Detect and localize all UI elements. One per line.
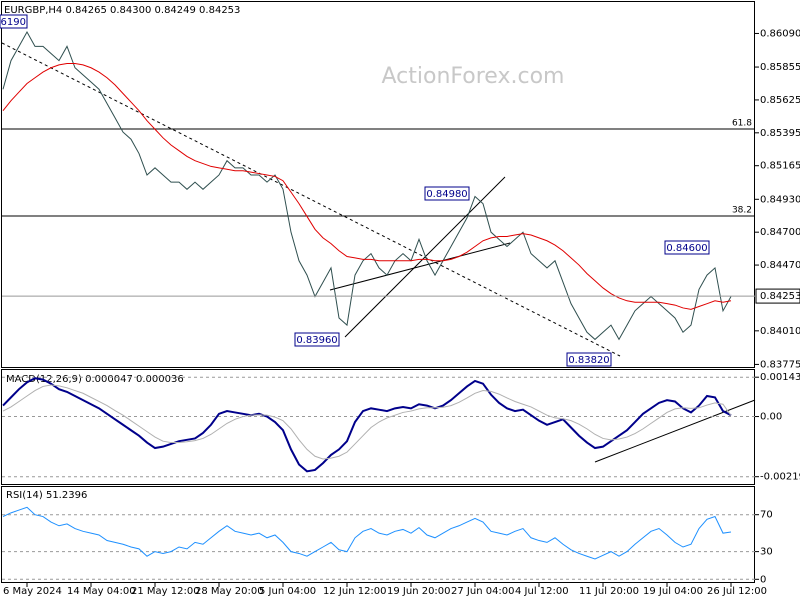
y-tick-label: 0.85625 (760, 95, 800, 106)
annotation: 0.84600 (666, 243, 707, 254)
x-tick-label: 19 Jun 20:00 (387, 586, 451, 597)
macd-trend-line (594, 399, 756, 463)
last-price-label: 0.84253 (760, 291, 800, 302)
fib-label: 38.2 (732, 206, 752, 216)
series-line (2, 384, 732, 460)
trend-line (1, 42, 621, 357)
y-tick-label: 0.84930 (760, 194, 800, 205)
x-tick-label: 5 Jun 04:00 (259, 586, 316, 597)
x-tick-label: 21 May 12:00 (131, 586, 200, 597)
macd-panel (1, 369, 755, 485)
annotation-box (294, 332, 340, 347)
price-panel (1, 1, 755, 368)
chart-title: EURGBP,H4 0.84265 0.84300 0.84249 0.8425… (4, 5, 240, 16)
x-tick-label: 28 May 20:00 (195, 586, 264, 597)
x-tick-label: 12 Jun 12:00 (323, 586, 387, 597)
annotation-box (424, 186, 470, 201)
series-line (2, 30, 732, 341)
channel-line (329, 242, 511, 291)
rsi-panel (1, 486, 755, 583)
annotation: 0.83820 (568, 355, 609, 366)
annotations: 0.86190 0.84980 0.83960 0.83820 0.84600 (0, 14, 710, 367)
x-tick-label: 26 Jul 12:00 (707, 586, 767, 597)
y-tick-label: -0.002197 (760, 472, 800, 483)
annotation: 0.86190 (0, 17, 26, 28)
series-line (2, 506, 732, 560)
rsi-title: RSI(14) 51.2396 (6, 490, 87, 501)
channel-line (344, 176, 506, 338)
x-tick-label: 19 Jul 04:00 (643, 586, 703, 597)
series-line (2, 377, 732, 473)
macd-title: MACD(12,26,9) 0.000047 0.000036 (6, 374, 184, 385)
x-tick-label: 14 May 04:00 (67, 586, 136, 597)
series-line (2, 62, 732, 310)
y-tick-label: 0.86090 (760, 28, 800, 39)
y-tick-label: 0.84700 (760, 227, 800, 238)
annotation: 0.83960 (296, 335, 337, 346)
annotation-box (664, 240, 710, 255)
y-tick-label: 0.83775 (760, 359, 800, 370)
y-tick-label: 0.85165 (760, 161, 800, 172)
y-tick-label: 0.84470 (760, 260, 800, 271)
annotation-box (0, 14, 28, 29)
x-tick-label: 11 Jul 20:00 (579, 586, 639, 597)
y-tick-label: 0.85855 (760, 62, 800, 73)
x-tick-label: 4 Jul 12:00 (515, 586, 569, 597)
watermark: ActionForex.com (382, 64, 565, 89)
last-price-box (755, 288, 800, 304)
x-tick-label: 6 May 2024 (3, 586, 62, 597)
y-tick-label: 0.00 (760, 412, 782, 423)
annotation: 0.84980 (426, 189, 467, 200)
x-tick-label: 27 Jun 04:00 (451, 586, 515, 597)
y-tick-label: 0.001437 (760, 372, 800, 383)
y-tick-label: 0.85395 (760, 128, 800, 139)
y-tick-label: 30 (760, 547, 773, 558)
fib-label: 61.8 (732, 119, 752, 129)
y-tick-label: 0.84010 (760, 326, 800, 337)
annotation-box (566, 352, 612, 367)
y-tick-label: 70 (760, 510, 773, 521)
y-tick-label: 0 (760, 574, 766, 585)
